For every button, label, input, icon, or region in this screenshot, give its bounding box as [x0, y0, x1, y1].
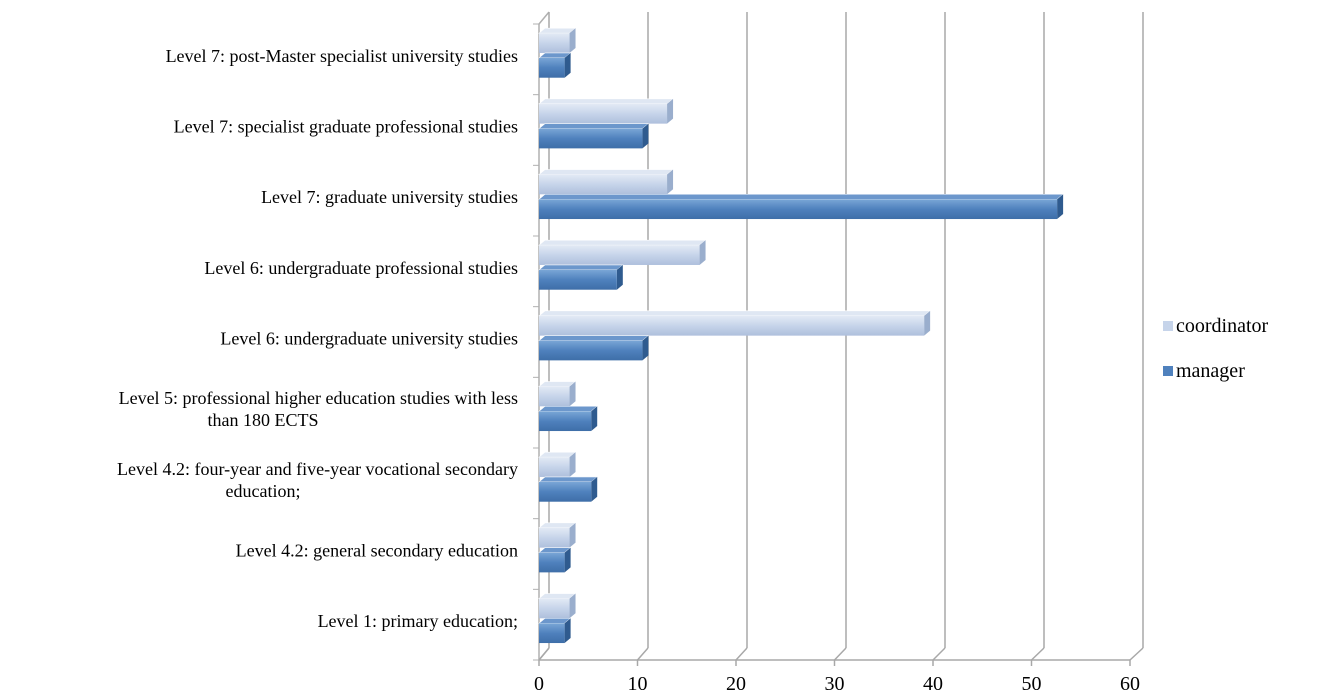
x-tick-label: 50: [1022, 673, 1042, 693]
category-label-line: Level 6: undergraduate professional stud…: [204, 258, 518, 278]
legend-entry-manager: manager: [1163, 360, 1245, 382]
bar-manager: [538, 617, 572, 644]
legend-label: manager: [1176, 360, 1245, 382]
category-label-line: Level 7: post-Master specialist universi…: [166, 46, 518, 66]
bar-manager: [538, 335, 650, 361]
bar-manager: [538, 52, 572, 78]
x-tick-label: 40: [923, 673, 943, 693]
x-tick-label: 0: [534, 673, 544, 693]
category-label: Level 4.2: four-year and five-year vocat…: [117, 459, 518, 501]
category-label-line: Level 4.2: general secondary education: [236, 540, 518, 560]
category-label-line: than 180 ECTS: [208, 410, 319, 430]
bar-manager: [538, 547, 572, 573]
category-label: Level 7: specialist graduate professiona…: [174, 116, 518, 136]
grid-floor-line: [735, 647, 748, 661]
grid-floor-line: [932, 647, 946, 661]
grid-floor-line: [1129, 647, 1144, 661]
category-label-line: Level 6: undergraduate university studie…: [220, 328, 518, 348]
x-tick-label: 20: [726, 673, 746, 693]
bar-manager: [538, 193, 1064, 220]
bar-coordinator: [538, 98, 674, 124]
category-label: Level 7: post-Master specialist universi…: [166, 46, 518, 66]
category-label: Level 6: undergraduate university studie…: [220, 328, 518, 348]
bar-coordinator: [538, 593, 577, 619]
category-label-line: Level 7: specialist graduate professiona…: [174, 116, 518, 136]
grid-floor-line: [538, 647, 550, 661]
category-labels: Level 1: primary education; Level 4.2: ge…: [117, 46, 518, 631]
bars: [538, 27, 1064, 644]
category-label-line: Level 4.2: four-year and five-year vocat…: [117, 459, 518, 479]
legend-swatch: [1163, 366, 1173, 376]
category-label-line: Level 1: primary education;: [318, 611, 518, 631]
legend: coordinator manager: [1163, 315, 1269, 382]
legend-entry-coordinator: coordinator: [1163, 315, 1269, 337]
axis-wall-top: [538, 11, 550, 25]
legend-label: coordinator: [1176, 315, 1269, 337]
category-label-line: education;: [226, 481, 301, 501]
bar-manager: [538, 405, 599, 432]
bar-coordinator: [538, 310, 931, 336]
category-label: Level 6: undergraduate professional stud…: [204, 258, 518, 278]
bar-manager: [538, 123, 650, 149]
bar-coordinator: [538, 522, 577, 548]
x-tick-label: 30: [825, 673, 845, 693]
x-tick-labels: 0 10 20 30 40 50 60: [534, 673, 1140, 693]
bar-coordinator: [538, 239, 707, 265]
grid-floor-line: [833, 647, 847, 661]
category-label: Level 5: professional higher education s…: [119, 388, 518, 430]
bar-coordinator: [538, 381, 577, 407]
category-label: Level 1: primary education;: [318, 611, 518, 631]
bar-manager: [538, 264, 624, 290]
legend-swatch: [1163, 321, 1173, 331]
grid-floor-line: [1030, 647, 1045, 661]
category-label-line: Level 5: professional higher education s…: [119, 388, 518, 408]
bar-coordinator: [538, 169, 674, 195]
grid-floor-line: [636, 647, 649, 661]
category-label: Level 4.2: general secondary education: [236, 540, 518, 560]
x-tick-label: 10: [628, 673, 648, 693]
x-tick-label: 60: [1120, 673, 1140, 693]
bar-coordinator: [538, 27, 577, 53]
bar-manager: [538, 476, 599, 502]
category-label-line: Level 7: graduate university studies: [261, 187, 518, 207]
category-label: Level 7: graduate university studies: [261, 187, 518, 207]
bar-coordinator: [538, 451, 577, 477]
